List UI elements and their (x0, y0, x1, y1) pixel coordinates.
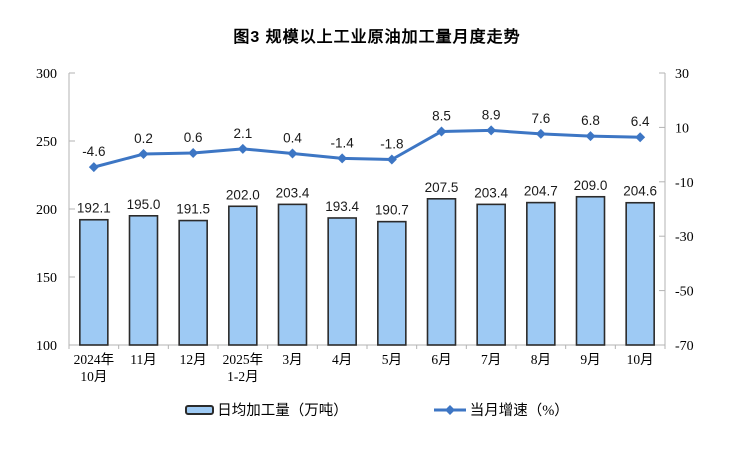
bar (377, 220, 407, 346)
right-axis-tick-label: 30 (675, 67, 689, 82)
bar-value-label: 209.0 (574, 178, 608, 193)
bar (228, 205, 258, 346)
bar-value-label: 203.4 (474, 185, 508, 200)
line-value-label: 7.6 (531, 111, 550, 126)
bar (625, 201, 655, 346)
line-value-label: 8.5 (432, 108, 451, 123)
x-axis-category-label: 10月 (80, 369, 107, 384)
left-axis-tick-label: 100 (36, 339, 57, 354)
line-marker-diamond (138, 149, 149, 160)
x-axis-category-label: 12月 (180, 352, 207, 367)
bar-value-label: 204.7 (524, 184, 558, 199)
bar-value-label: 195.0 (127, 197, 161, 212)
line-value-label: -1.8 (380, 136, 403, 151)
x-axis-category-label: 10月 (627, 352, 654, 367)
right-axis-tick-label: -10 (675, 176, 694, 191)
line-value-label: -1.4 (331, 135, 355, 150)
right-axis-tick-label: -70 (675, 339, 694, 354)
bar-value-label: 207.5 (425, 180, 459, 195)
line-marker-diamond (585, 131, 596, 142)
line-marker-diamond (237, 143, 248, 154)
line-marker-diamond (436, 126, 447, 137)
bar (476, 203, 506, 346)
line-marker-diamond (287, 148, 298, 159)
line-value-label: 6.4 (631, 114, 650, 129)
bar (128, 215, 159, 346)
bar-value-label: 202.0 (226, 187, 260, 202)
x-axis-category-label: 2024年 (74, 352, 115, 367)
x-axis-category-label: 3月 (282, 352, 302, 367)
legend-line-label: 当月增速（%） (469, 403, 569, 419)
bar (526, 201, 556, 346)
line-value-label: 0.2 (134, 131, 153, 146)
line-value-label: 0.4 (283, 131, 302, 146)
x-axis-category-label: 6月 (431, 352, 451, 367)
x-axis-category-label: 4月 (332, 352, 352, 367)
x-axis-category-label: 9月 (580, 352, 600, 367)
bar (79, 218, 109, 346)
bar (277, 203, 308, 346)
right-axis-tick-label: 10 (675, 121, 689, 136)
legend-item-line: 当月增速（%） (433, 399, 569, 420)
chart-title: 图3 规模以上工业原油加工量月度走势 (233, 29, 521, 46)
x-axis-category-label: 7月 (481, 352, 501, 367)
x-axis-category-label: 11月 (130, 352, 157, 367)
bar (575, 195, 606, 346)
line-value-label: -4.6 (82, 144, 105, 159)
x-axis-category-label: 2025年 (223, 352, 264, 367)
line-swatch-icon (433, 404, 466, 415)
line-marker-diamond (635, 132, 646, 143)
left-axis-tick-label: 300 (36, 67, 57, 82)
legend-item-bar: 日均加工量（万吨） (185, 399, 348, 420)
left-axis-tick-label: 250 (36, 135, 57, 150)
bar-value-label: 190.7 (375, 203, 409, 218)
bar-swatch-icon (185, 404, 215, 415)
bar-value-label: 203.4 (276, 185, 310, 200)
line-value-label: 8.9 (482, 107, 501, 122)
x-axis-category-label: 5月 (382, 352, 402, 367)
bar-value-label: 193.4 (325, 199, 359, 214)
line-marker-diamond (337, 153, 348, 164)
bar-value-label: 192.1 (77, 201, 111, 216)
x-axis-category-label: 8月 (531, 352, 551, 367)
x-axis-category-label: 1-2月 (227, 369, 259, 384)
line-marker-diamond (535, 128, 546, 139)
right-axis-tick-label: -50 (675, 285, 694, 300)
line-value-label: 6.8 (581, 113, 600, 128)
bar-value-label: 191.5 (176, 202, 210, 217)
line-marker-diamond (88, 162, 99, 173)
legend: 日均加工量（万吨） 当月增速（%） (0, 399, 754, 420)
left-axis-tick-label: 200 (36, 203, 57, 218)
line-marker-diamond (188, 147, 199, 158)
line-marker-diamond (486, 125, 497, 136)
left-axis-tick-label: 150 (36, 271, 57, 286)
bar (178, 219, 208, 346)
bar-value-label: 204.6 (623, 184, 657, 199)
legend-bar-label: 日均加工量（万吨） (217, 403, 348, 419)
line-marker-diamond (386, 154, 397, 165)
line-value-label: 0.6 (184, 130, 203, 145)
growth-line (92, 128, 642, 169)
right-axis-tick-label: -30 (675, 230, 694, 245)
line-value-label: 2.1 (233, 126, 252, 141)
bar (426, 198, 457, 346)
bar (327, 217, 357, 346)
